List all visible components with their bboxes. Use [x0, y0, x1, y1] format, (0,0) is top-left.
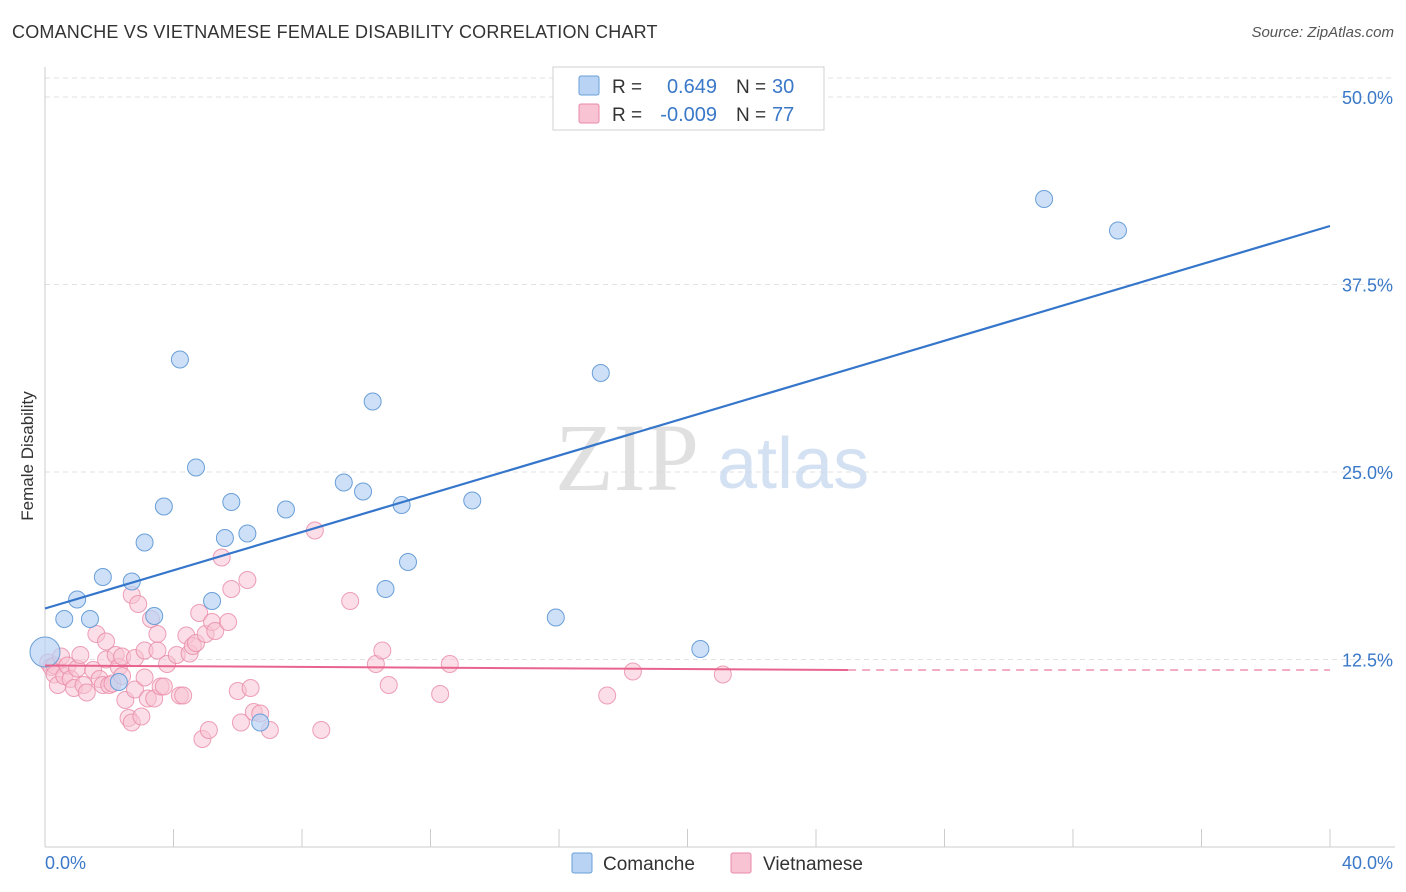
vietnamese-point-72: [379, 676, 398, 694]
vietnamese-point-56: [206, 622, 225, 640]
stats-n-value-1: 30: [772, 76, 794, 98]
comanche-point-24: [463, 491, 482, 510]
y-tick-label-1: 25.0%: [1342, 463, 1393, 483]
comanche-point-26: [591, 364, 610, 382]
vietnamese-point-71: [373, 641, 392, 660]
vietnamese-point-51: [190, 604, 209, 622]
comanche-point-7: [135, 533, 154, 552]
comanche-point-27: [691, 640, 710, 658]
bottom-legend-swatch-vietnamese: [730, 852, 752, 874]
comanche-trendline: [44, 224, 1331, 610]
stats-n-label-1: N =: [736, 77, 766, 98]
stats-r-label-2: R =: [612, 105, 642, 126]
vietnamese-point-76: [623, 662, 642, 681]
y-tick-label-3: 50.0%: [1342, 88, 1393, 108]
comanche-point-28: [1035, 190, 1054, 208]
comanche-point-12: [203, 592, 222, 610]
y-tick-label-2: 37.5%: [1342, 276, 1393, 296]
vietnamese-point-32: [129, 595, 148, 613]
vietnamese-trendline: [44, 664, 849, 671]
comanche-point-18: [334, 473, 353, 492]
stats-n-label-2: N =: [736, 105, 766, 126]
trendlines: [44, 224, 1331, 671]
vietnamese-point-58: [219, 613, 238, 631]
vietnamese-point-61: [231, 713, 250, 732]
x-tick-labels: 0.0% 40.0%: [45, 853, 1393, 873]
vietnamese-point-34: [135, 668, 154, 687]
legend-swatch-vietnamese: [578, 103, 600, 124]
stats-n-value-2: 77: [772, 104, 794, 126]
stats-legend: R = 0.649 N = 30 R = -0.009 N = 77: [552, 66, 825, 131]
comanche-point-15: [238, 524, 257, 543]
comanche-point-11: [186, 458, 205, 477]
comanche-point-13: [215, 529, 234, 547]
comanche-point-0: [29, 636, 61, 668]
comanche-point-25: [546, 608, 565, 627]
vietnamese-point-63: [241, 679, 260, 697]
stats-r-label-1: R =: [612, 77, 642, 98]
vietnamese-point-40: [148, 641, 167, 660]
stats-r-value-2: -0.009: [660, 104, 717, 126]
vietnamese-point-54: [199, 721, 218, 739]
vietnamese-point-75: [598, 686, 617, 705]
vietnamese-point-33: [132, 707, 151, 726]
vietnamese-point-30: [125, 680, 144, 699]
comanche-point-1: [55, 610, 74, 628]
comanche-point-10: [170, 350, 189, 369]
vietnamese-point-74: [440, 655, 459, 673]
vietnamese-point-42: [154, 677, 173, 696]
bottom-legend-label-comanche: Comanche: [603, 854, 695, 875]
comanche-point-4: [93, 568, 112, 586]
watermark: ZIP atlas: [555, 404, 869, 511]
legend-swatch-comanche: [578, 75, 600, 96]
comanche-point-8: [145, 607, 164, 625]
comanche-point-21: [376, 580, 395, 598]
axes: [44, 67, 1395, 848]
stats-r-value-1: 0.649: [667, 76, 717, 98]
source-label: Source: ZipAtlas.com: [1251, 24, 1394, 41]
bottom-legend-swatch-comanche: [571, 852, 593, 874]
comanche-point-19: [354, 482, 373, 501]
chart-title: COMANCHE VS VIETNAMESE FEMALE DISABILITY…: [12, 22, 658, 42]
vietnamese-point-68: [312, 721, 331, 739]
x-tick-label-max: 40.0%: [1342, 853, 1393, 873]
comanche-point-9: [154, 497, 173, 516]
comanche-point-23: [399, 553, 418, 571]
vietnamese-point-13: [77, 683, 96, 702]
comanche-point-17: [276, 500, 295, 519]
vietnamese-point-73: [431, 685, 450, 703]
comanche-point-29: [1108, 221, 1127, 240]
comanche-points: [29, 190, 1127, 732]
watermark-atlas: atlas: [717, 424, 869, 504]
vietnamese-point-18: [97, 632, 116, 651]
bottom-legend-label-vietnamese: Vietnamese: [763, 854, 863, 875]
comanche-point-20: [363, 392, 382, 411]
vietnamese-point-69: [341, 592, 360, 610]
vietnamese-point-62: [238, 571, 257, 589]
vietnamese-point-11: [71, 646, 90, 664]
comanche-point-14: [222, 493, 241, 511]
bottom-legend: Comanche Vietnamese: [571, 852, 863, 875]
y-tick-label-0: 12.5%: [1342, 651, 1393, 671]
comanche-point-6: [122, 572, 141, 591]
vietnamese-point-59: [222, 580, 241, 598]
y-tick-labels: 12.5% 25.0% 37.5% 50.0%: [1342, 88, 1393, 671]
vietnamese-points: [39, 521, 732, 748]
x-tick-label-min: 0.0%: [45, 853, 86, 873]
comanche-point-3: [80, 610, 99, 628]
comanche-point-16: [251, 713, 270, 732]
vietnamese-point-46: [174, 686, 193, 705]
vietnamese-point-39: [148, 625, 167, 643]
comanche-point-5: [109, 673, 128, 691]
